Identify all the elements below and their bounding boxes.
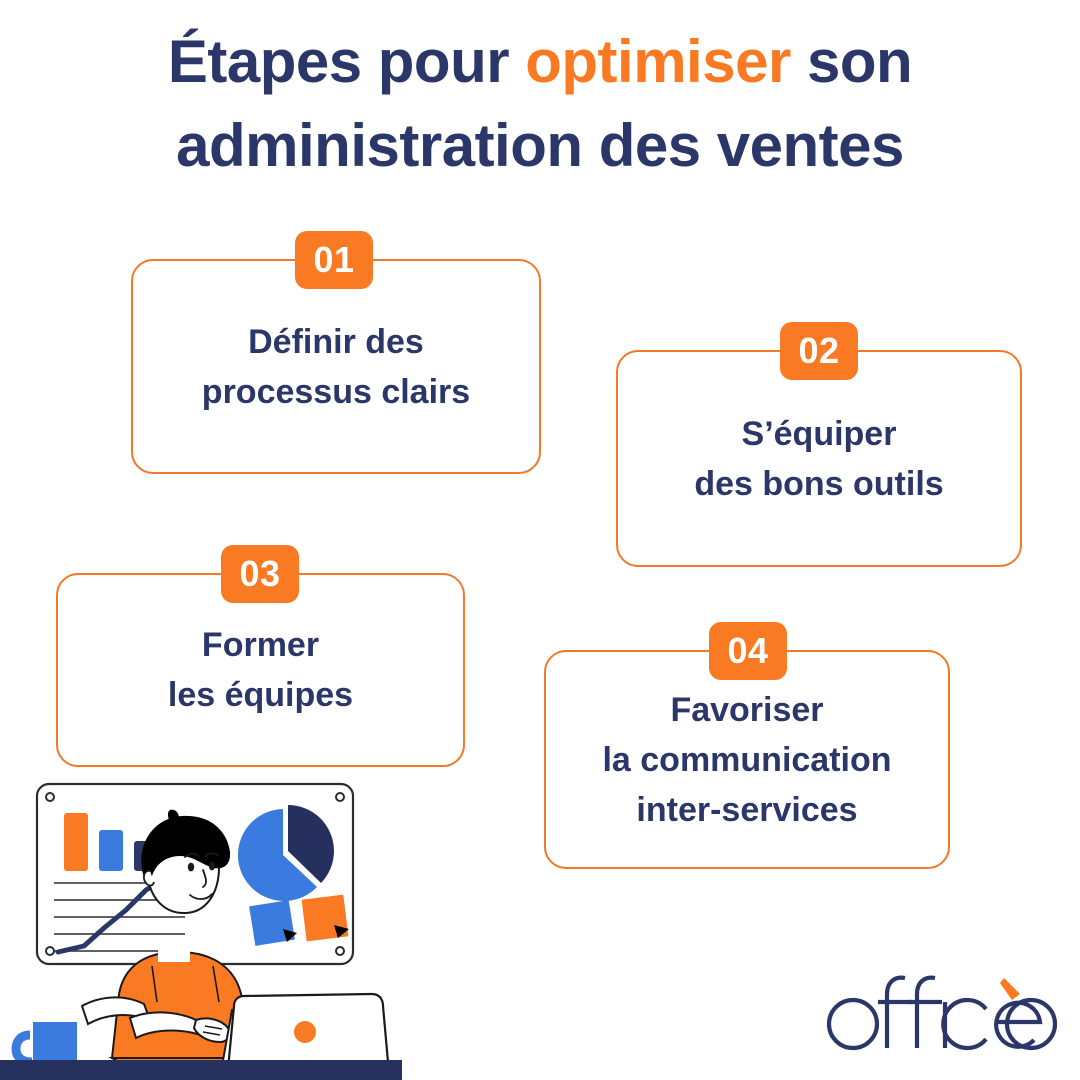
desk-surface <box>0 1060 402 1080</box>
step-card-03-box: Former les équipes <box>56 573 465 767</box>
page-title: Étapes pour optimiser son administration… <box>60 20 1020 188</box>
step-card-03-label: Former les équipes <box>167 626 354 714</box>
page-title-prefix: Étapes pour <box>167 28 526 95</box>
step-card-04-label: Favoriser la communication inter-service… <box>602 690 892 829</box>
page-title-line-2: administration des ventes <box>176 112 904 179</box>
step-badge-04: 04 <box>709 622 787 680</box>
step-card-02-box: S’équiper des bons outils <box>616 350 1022 567</box>
officeo-logo[interactable] <box>826 968 1058 1052</box>
page-title-suffix: son <box>790 28 913 95</box>
step-badge-03: 03 <box>221 545 299 603</box>
sticky-note-blue-icon <box>249 900 297 946</box>
acute-accent-icon <box>1000 978 1020 1000</box>
step-card-04-box: Favoriser la communication inter-service… <box>544 650 950 869</box>
pie-chart-icon <box>237 805 334 901</box>
step-badge-02: 02 <box>780 322 858 380</box>
page-title-highlight: optimiser <box>525 28 791 95</box>
laptop-icon <box>220 992 390 1071</box>
step-card-01-box: Définir des processus clairs <box>131 259 541 474</box>
step-card-02-label: S’équiper des bons outils <box>694 414 944 503</box>
person-at-desk-illustration <box>0 770 420 1080</box>
line-chart-icon <box>55 875 169 955</box>
step-badge-01: 01 <box>295 231 373 289</box>
step-card-01-label: Définir des processus clairs <box>201 322 471 411</box>
page-title-line-1: Étapes pour optimiser son <box>60 20 1020 104</box>
sticky-note-orange-icon <box>301 894 349 942</box>
